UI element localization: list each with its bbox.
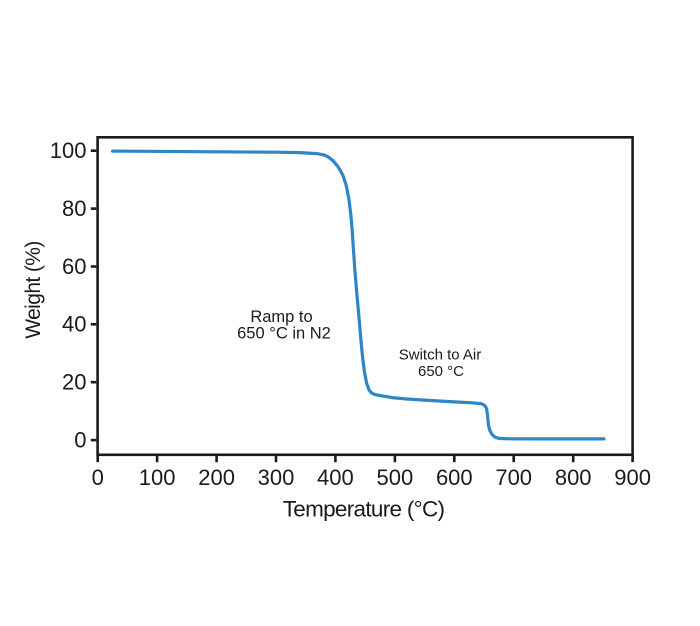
svg-text:80: 80 bbox=[62, 196, 86, 221]
svg-text:300: 300 bbox=[258, 465, 295, 490]
svg-text:400: 400 bbox=[317, 465, 354, 490]
svg-text:100: 100 bbox=[139, 465, 176, 490]
svg-text:Weight (%): Weight (%) bbox=[22, 241, 45, 338]
svg-text:650 °C in N2: 650 °C in N2 bbox=[237, 325, 331, 343]
svg-text:200: 200 bbox=[198, 465, 235, 490]
svg-text:800: 800 bbox=[555, 465, 592, 490]
svg-text:0: 0 bbox=[92, 465, 104, 490]
svg-text:600: 600 bbox=[436, 465, 473, 490]
svg-text:20: 20 bbox=[62, 370, 86, 395]
svg-text:60: 60 bbox=[62, 254, 86, 279]
svg-text:700: 700 bbox=[495, 465, 532, 490]
svg-text:Temperature (°C): Temperature (°C) bbox=[283, 496, 445, 521]
svg-text:Ramp to: Ramp to bbox=[250, 308, 312, 326]
svg-text:40: 40 bbox=[62, 312, 86, 337]
svg-text:500: 500 bbox=[377, 465, 414, 490]
svg-text:900: 900 bbox=[614, 465, 651, 490]
svg-text:100: 100 bbox=[50, 138, 87, 163]
svg-text:0: 0 bbox=[74, 427, 86, 452]
svg-text:650 °C: 650 °C bbox=[418, 363, 464, 380]
svg-text:Switch to Air: Switch to Air bbox=[399, 347, 482, 364]
